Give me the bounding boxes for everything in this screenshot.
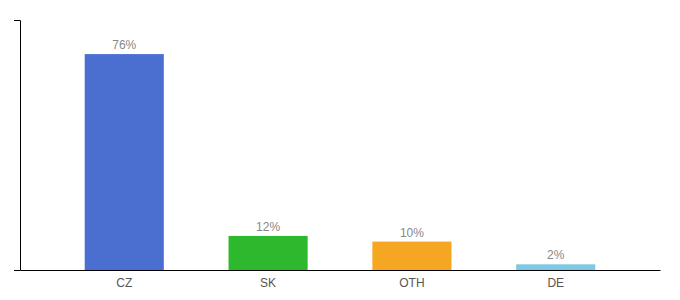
x-axis: CZ SK OTH DE	[21, 271, 661, 290]
x-tick: CZ	[116, 276, 132, 290]
x-tick-label: DE	[547, 276, 564, 290]
bar	[372, 242, 451, 270]
chart: CZ SK OTH DE 76% 12% 10% 2%	[0, 0, 680, 300]
bar	[516, 264, 595, 270]
y-axis-line	[14, 21, 21, 271]
data-label: 2%	[547, 248, 565, 262]
y-axis	[14, 21, 21, 271]
x-tick-label: CZ	[116, 276, 132, 290]
bar	[85, 54, 164, 270]
x-axis-line	[21, 270, 661, 271]
data-label: 10%	[400, 226, 424, 240]
plot: CZ SK OTH DE 76% 12% 10% 2%	[14, 21, 661, 290]
bar	[229, 236, 308, 270]
data-labels: 76% 12% 10% 2%	[112, 38, 564, 262]
x-tick-label: SK	[260, 276, 276, 290]
x-tick: DE	[547, 276, 564, 290]
data-label: 12%	[256, 220, 280, 234]
x-tick: OTH	[399, 276, 424, 290]
x-tick-label: OTH	[399, 276, 424, 290]
bars	[85, 54, 596, 270]
data-label: 76%	[112, 38, 136, 52]
x-tick: SK	[260, 276, 276, 290]
